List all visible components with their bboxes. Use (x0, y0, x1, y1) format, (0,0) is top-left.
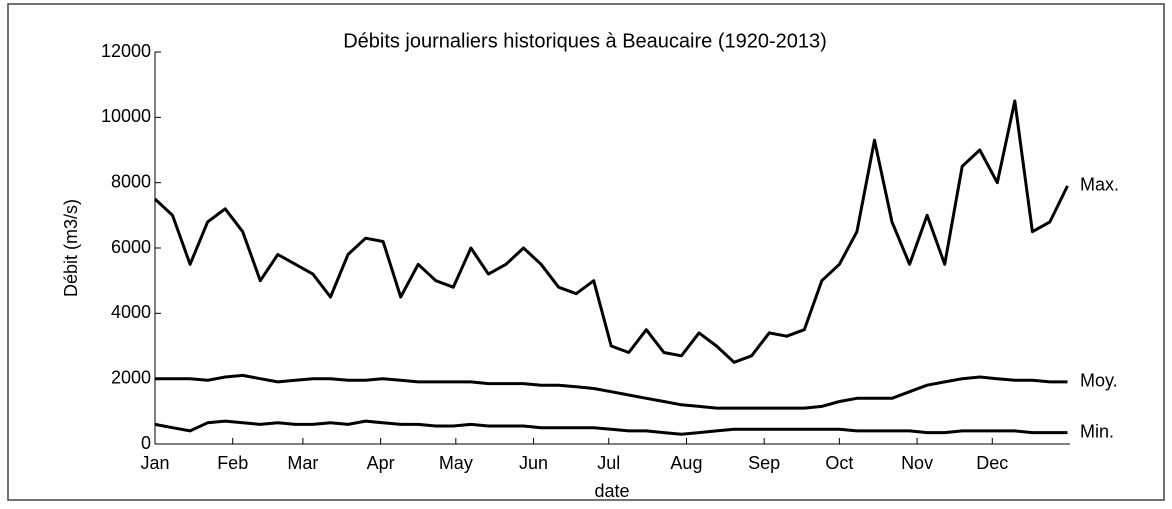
y-tick-label: 4000 (111, 302, 151, 322)
y-tick-label: 6000 (111, 237, 151, 257)
y-axis-label: Débit (m3/s) (61, 199, 81, 297)
x-tick-label: May (439, 453, 473, 473)
series-line (154, 419, 1068, 436)
x-tick-label: Jun (519, 453, 548, 473)
x-tick-label: Jul (597, 453, 620, 473)
series-line (155, 373, 1068, 410)
y-tick-label: 10000 (101, 106, 151, 126)
x-tick-label: Mar (287, 453, 318, 473)
series-label: Moy. (1080, 371, 1118, 391)
x-tick-label: Apr (367, 453, 395, 473)
x-tick-label: Sep (748, 453, 780, 473)
x-tick-label: Feb (217, 453, 248, 473)
series-label: Min. (1080, 421, 1114, 441)
x-axis-label: date (594, 481, 629, 501)
chart-title: Débits journaliers historiques à Beaucai… (343, 30, 827, 52)
series-line (153, 99, 1069, 364)
x-tick-label: Jan (140, 453, 169, 473)
x-tick-label: Dec (976, 453, 1008, 473)
series-label: Max. (1080, 175, 1119, 195)
x-tick-label: Oct (825, 453, 853, 473)
y-tick-label: 8000 (111, 171, 151, 191)
y-tick-label: 0 (141, 433, 151, 453)
x-tick-label: Nov (901, 453, 933, 473)
x-tick-label: Aug (670, 453, 702, 473)
y-tick-label: 12000 (101, 41, 151, 61)
y-tick-label: 2000 (111, 367, 151, 387)
figure-border (7, 3, 1165, 501)
